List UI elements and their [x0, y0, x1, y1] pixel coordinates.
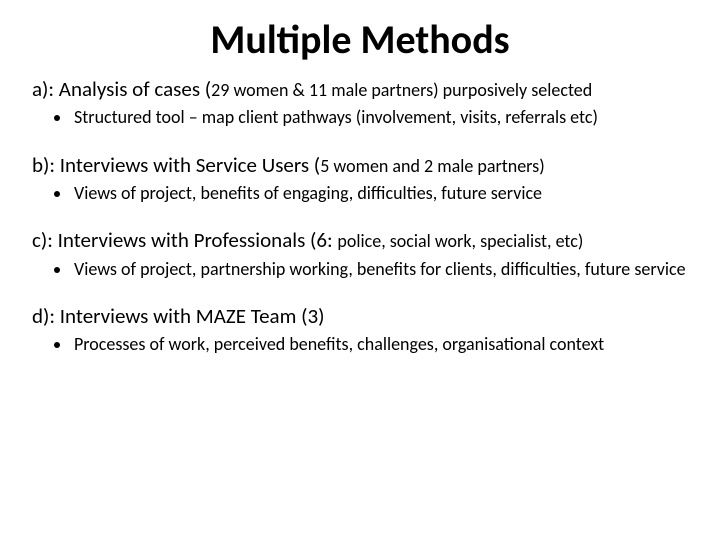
section-b-detail: 5 women and 2 male partners)	[320, 155, 544, 177]
section-b-bullets: Views of project, benefits of engaging, …	[32, 182, 688, 205]
list-item: Views of project, partnership working, b…	[72, 258, 688, 281]
section-c-detail: police, social work, specialist, etc)	[337, 230, 583, 252]
section-c-bullets: Views of project, partnership working, b…	[32, 258, 688, 281]
list-item: Processes of work, perceived benefits, c…	[72, 333, 688, 356]
section-a-bullets: Structured tool – map client pathways (i…	[32, 106, 688, 129]
list-item: Views of project, benefits of engaging, …	[72, 182, 688, 205]
section-a-lead: a): Analysis of cases (	[32, 76, 211, 102]
section-d-bullets: Processes of work, perceived benefits, c…	[32, 333, 688, 356]
list-item: Structured tool – map client pathways (i…	[72, 106, 688, 129]
section-c-heading: c): Interviews with Professionals (6: po…	[32, 227, 688, 253]
slide-title: Multiple Methods	[32, 18, 688, 62]
slide: Multiple Methods a): Analysis of cases (…	[0, 0, 720, 540]
section-a-detail: 29 women & 11 male partners) purposively…	[211, 79, 592, 101]
section-c-lead: c): Interviews with Professionals (6:	[32, 227, 337, 253]
section-a-heading: a): Analysis of cases (29 women & 11 mal…	[32, 76, 688, 102]
section-b-heading: b): Interviews with Service Users (5 wom…	[32, 152, 688, 178]
section-d-lead: d): Interviews with MAZE Team (3)	[32, 303, 324, 329]
section-d-heading: d): Interviews with MAZE Team (3)	[32, 303, 688, 329]
section-b-lead: b): Interviews with Service Users (	[32, 152, 320, 178]
